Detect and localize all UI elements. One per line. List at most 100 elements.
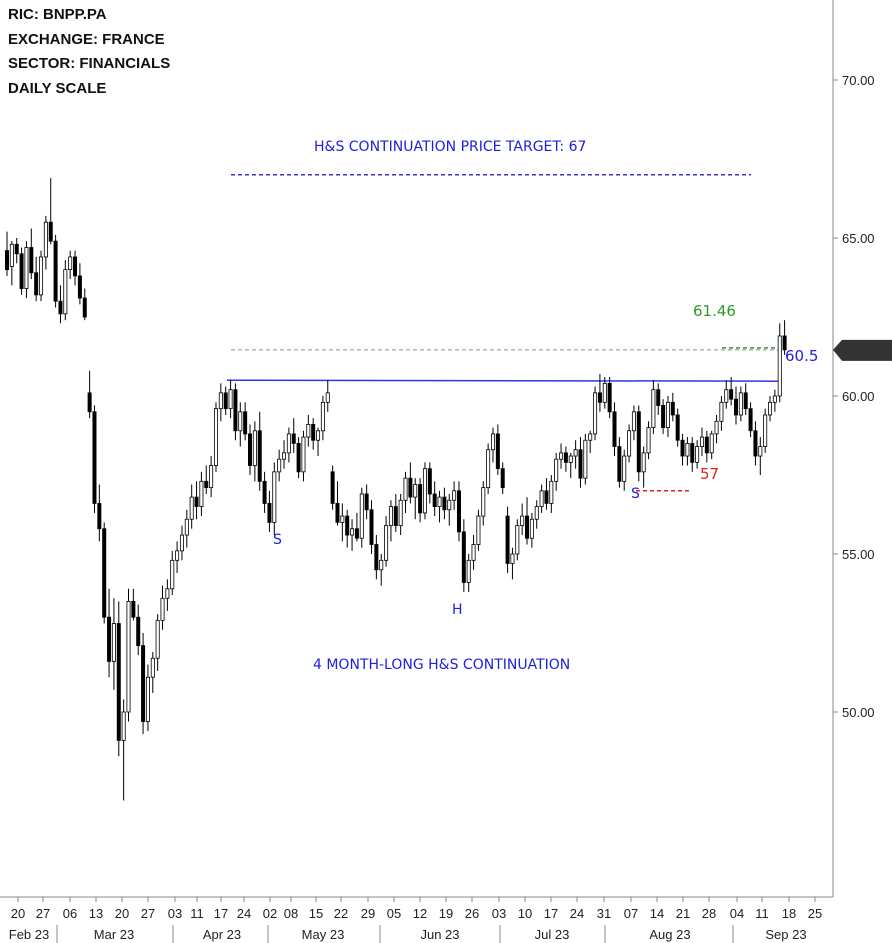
candle bbox=[437, 490, 442, 523]
candle bbox=[758, 437, 763, 475]
x-tick-label: 04 bbox=[730, 906, 744, 921]
candle bbox=[345, 509, 350, 548]
x-tick-label: 28 bbox=[702, 906, 716, 921]
candle bbox=[656, 383, 661, 415]
candle-body bbox=[262, 480, 267, 504]
candle bbox=[466, 554, 471, 592]
x-tick-label: 29 bbox=[361, 906, 375, 921]
candle-body bbox=[768, 401, 773, 416]
candle bbox=[510, 547, 515, 580]
candle bbox=[573, 440, 578, 469]
candle-body bbox=[675, 414, 680, 441]
candle-body bbox=[82, 297, 87, 318]
candle bbox=[646, 421, 651, 460]
candle bbox=[257, 411, 262, 491]
x-tick-label: 22 bbox=[334, 906, 348, 921]
candle bbox=[252, 421, 257, 482]
candle bbox=[704, 430, 709, 463]
candle bbox=[568, 452, 573, 479]
candle-body bbox=[466, 559, 471, 583]
candle-body bbox=[58, 300, 63, 315]
candle-body bbox=[408, 477, 413, 498]
candle bbox=[675, 408, 680, 447]
candle-body bbox=[218, 392, 223, 410]
candle-body bbox=[573, 449, 578, 457]
info-sector: SECTOR: FINANCIALS bbox=[8, 55, 170, 72]
candle bbox=[695, 440, 700, 469]
candle-body bbox=[359, 493, 364, 539]
candle-body bbox=[704, 436, 709, 454]
candle-body bbox=[170, 559, 175, 590]
candle-body bbox=[695, 446, 700, 463]
candle bbox=[34, 256, 39, 302]
candle bbox=[247, 424, 252, 475]
candle-body bbox=[738, 392, 743, 416]
candle-body bbox=[9, 243, 14, 267]
candle bbox=[490, 427, 495, 463]
candle bbox=[136, 604, 141, 656]
y-tick-label: 50.00 bbox=[842, 705, 875, 720]
candle bbox=[529, 512, 534, 548]
candle-body bbox=[5, 250, 10, 270]
candle-body bbox=[286, 433, 291, 454]
candle bbox=[213, 402, 218, 472]
x-tick-label: 20 bbox=[115, 906, 129, 921]
candle bbox=[418, 478, 423, 523]
candle bbox=[320, 396, 325, 441]
candle bbox=[427, 462, 432, 504]
candle bbox=[486, 443, 491, 494]
candle bbox=[539, 484, 544, 513]
candle-body bbox=[291, 433, 296, 444]
pattern-annotation: 4 MONTH-LONG H&S CONTINUATION bbox=[313, 657, 570, 673]
last-level-label: 61.46 bbox=[693, 302, 736, 320]
candle-body bbox=[422, 468, 427, 514]
candle-body bbox=[753, 430, 758, 457]
candle bbox=[170, 550, 175, 596]
candle-body bbox=[393, 506, 398, 526]
candle bbox=[63, 260, 68, 321]
candle-body bbox=[184, 518, 189, 536]
candle-body bbox=[437, 496, 442, 507]
candle-body bbox=[471, 544, 476, 561]
candle bbox=[534, 500, 539, 529]
candle bbox=[311, 418, 316, 450]
candle-body bbox=[369, 509, 374, 545]
candle bbox=[680, 433, 685, 466]
candle bbox=[495, 424, 500, 475]
candle bbox=[48, 177, 53, 245]
month-label: Mar 23 bbox=[94, 927, 134, 942]
candle-body bbox=[709, 433, 714, 454]
month-label: Feb 23 bbox=[9, 927, 49, 942]
candle bbox=[131, 588, 136, 621]
candle-body bbox=[277, 458, 282, 473]
candle bbox=[179, 525, 184, 561]
candle-body bbox=[525, 515, 530, 539]
candle-body bbox=[719, 401, 724, 422]
candle-body bbox=[432, 493, 437, 507]
candle-body bbox=[413, 484, 418, 498]
candle-body bbox=[213, 408, 218, 466]
candle bbox=[768, 396, 773, 422]
candle bbox=[554, 452, 559, 491]
candle bbox=[777, 323, 782, 403]
candle bbox=[549, 475, 554, 513]
candle-body bbox=[563, 452, 568, 463]
candle-body bbox=[223, 392, 228, 410]
y-tick-label: 60.00 bbox=[842, 389, 875, 404]
candle bbox=[160, 585, 165, 630]
candle-body bbox=[194, 496, 199, 507]
candle-body bbox=[102, 528, 107, 618]
candle-body bbox=[529, 518, 534, 539]
candle-body bbox=[597, 392, 602, 403]
candle-body bbox=[350, 528, 355, 536]
candle-body bbox=[34, 272, 39, 296]
candle-body bbox=[111, 623, 116, 662]
candle-body bbox=[631, 411, 636, 432]
candle bbox=[734, 386, 739, 425]
candle bbox=[306, 414, 311, 447]
candle bbox=[350, 519, 355, 551]
candle-body bbox=[238, 411, 243, 432]
candle bbox=[364, 484, 369, 520]
stop-level-label: 57 bbox=[700, 465, 719, 483]
